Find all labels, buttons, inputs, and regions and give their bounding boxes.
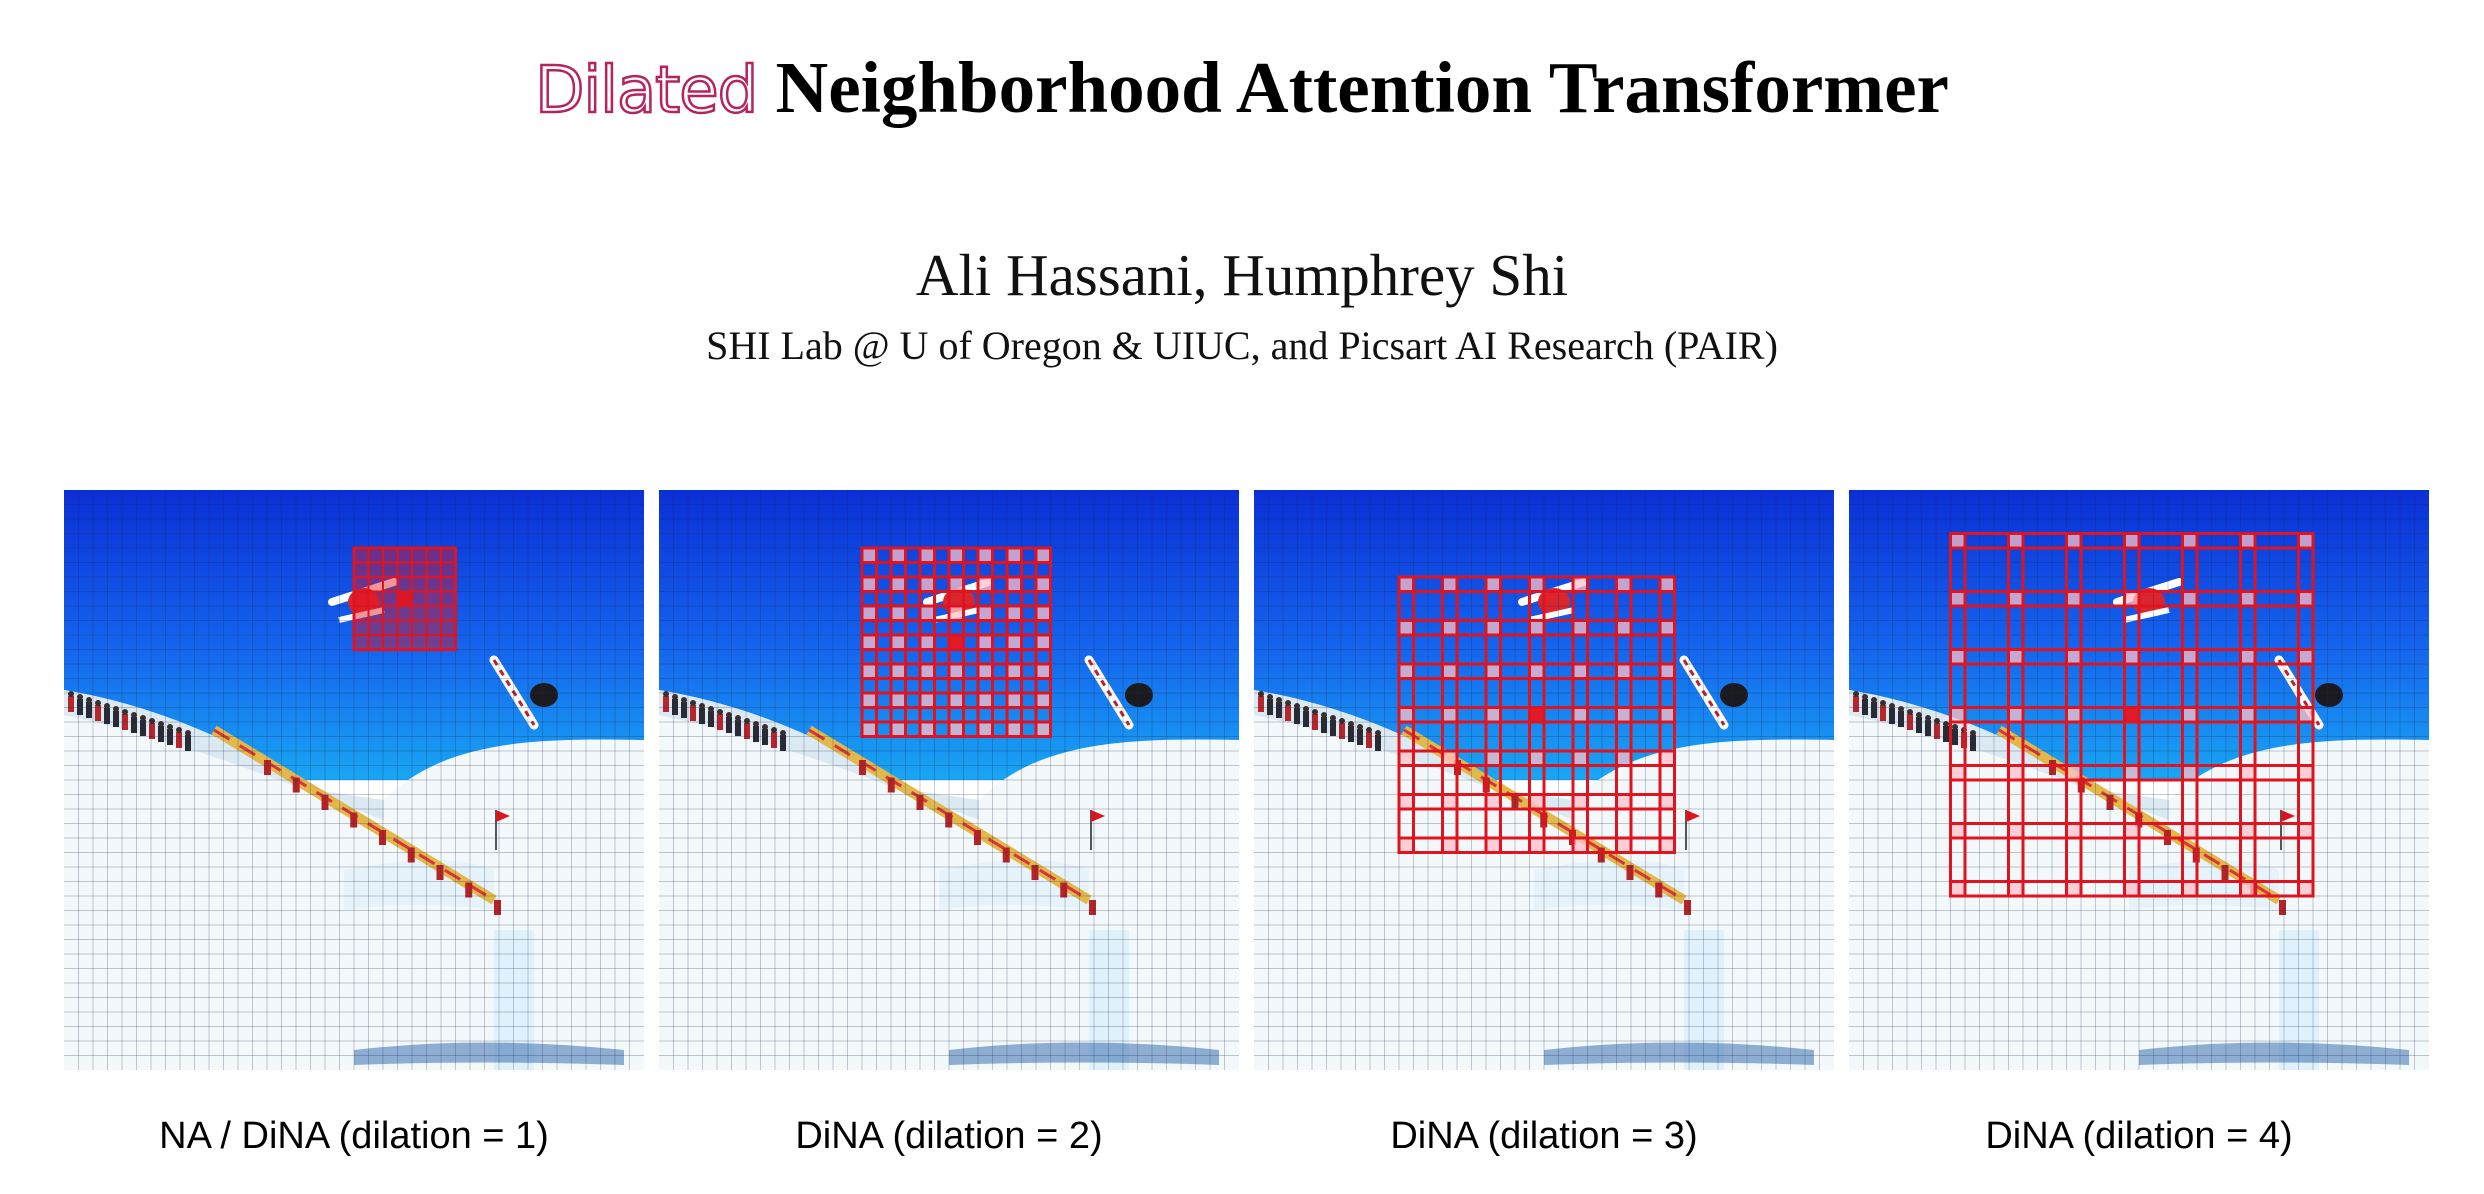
panel-4-illustration bbox=[1849, 490, 2429, 1070]
figure-panel-1 bbox=[64, 490, 644, 1070]
panel-1-caption: NA / DiNA (dilation = 1) bbox=[159, 1115, 549, 1157]
query-token bbox=[397, 591, 412, 606]
query-token bbox=[949, 635, 964, 650]
panel-4-caption: DiNA (dilation = 4) bbox=[1985, 1115, 2293, 1157]
paper-title: Dilated Neighborhood Attention Transform… bbox=[0, 38, 2484, 138]
panel-2-caption: DiNA (dilation = 2) bbox=[795, 1115, 1103, 1157]
query-token bbox=[1529, 707, 1544, 722]
title-accent-word: Dilated bbox=[534, 53, 760, 130]
panel-1-illustration bbox=[64, 490, 644, 1070]
figure-panel-2 bbox=[659, 490, 1239, 1070]
title-main-text: Neighborhood Attention Transformer bbox=[775, 47, 1949, 128]
figure-panel-4 bbox=[1849, 490, 2429, 1070]
panel-2-illustration bbox=[659, 490, 1239, 1070]
affiliation: SHI Lab @ U of Oregon & UIUC, and Picsar… bbox=[706, 323, 1778, 368]
query-token bbox=[2124, 707, 2139, 722]
author-list: Ali Hassani, Humphrey Shi bbox=[915, 242, 1569, 308]
panel-3-illustration bbox=[1254, 490, 1834, 1070]
panel-3-caption: DiNA (dilation = 3) bbox=[1390, 1115, 1698, 1157]
figure-panel-3 bbox=[1254, 490, 1834, 1070]
